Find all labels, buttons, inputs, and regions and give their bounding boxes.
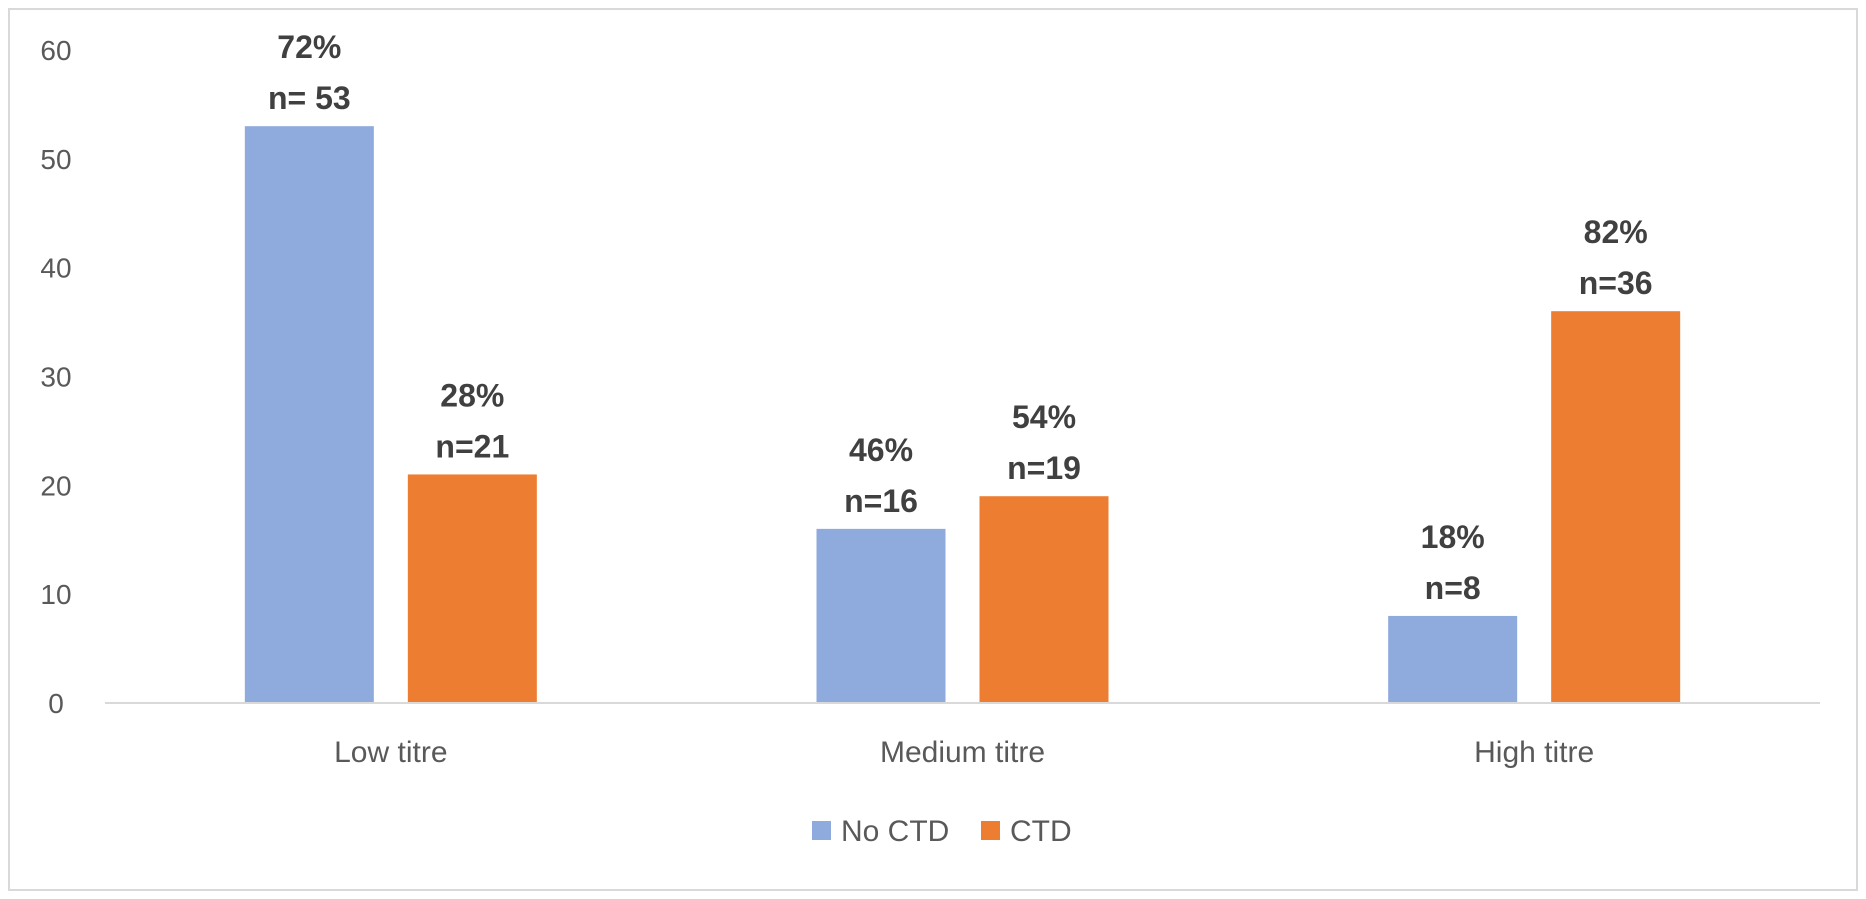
y-tick-label: 50 bbox=[40, 144, 71, 175]
bars bbox=[244, 126, 1681, 703]
data-label-count: n=16 bbox=[844, 483, 918, 519]
bar-ctd bbox=[979, 496, 1109, 703]
data-label-count: n= 53 bbox=[268, 80, 351, 116]
y-tick-label: 60 bbox=[40, 35, 71, 66]
x-category-label: High titre bbox=[1474, 736, 1594, 769]
data-label-percent: 54% bbox=[1012, 399, 1076, 435]
legend: No CTD CTD bbox=[812, 815, 1072, 848]
x-category-label: Low titre bbox=[334, 736, 447, 769]
legend-swatch bbox=[812, 821, 831, 840]
data-label-count: n=8 bbox=[1425, 570, 1481, 606]
y-tick-label: 10 bbox=[40, 579, 71, 610]
y-tick-label: 30 bbox=[40, 362, 71, 393]
bar-no-ctd bbox=[1388, 615, 1518, 703]
data-label-count: n=19 bbox=[1007, 450, 1081, 486]
y-axis: 0 10 20 30 40 50 60 bbox=[40, 35, 71, 719]
data-label-percent: 72% bbox=[277, 29, 341, 65]
legend-label: CTD bbox=[1010, 815, 1072, 848]
data-labels: 72% n= 53 28% n=21 46% n=16 54% n=19 18% n=8 82% n=… bbox=[268, 29, 1653, 606]
y-tick-label: 20 bbox=[40, 470, 71, 501]
data-label-percent: 46% bbox=[849, 432, 913, 468]
data-label-count: n=21 bbox=[435, 428, 509, 464]
bar-ctd bbox=[1551, 311, 1681, 703]
data-label-count: n=36 bbox=[1579, 265, 1653, 301]
data-label-percent: 18% bbox=[1421, 519, 1485, 555]
legend-label: No CTD bbox=[841, 815, 949, 848]
bar-no-ctd bbox=[816, 528, 946, 703]
legend-swatch bbox=[981, 821, 1000, 840]
bar-ctd bbox=[407, 474, 537, 703]
bar-no-ctd bbox=[244, 126, 374, 703]
data-label-percent: 28% bbox=[440, 377, 504, 413]
data-label-percent: 82% bbox=[1584, 214, 1648, 250]
x-category-label: Medium titre bbox=[880, 736, 1045, 769]
y-tick-label: 40 bbox=[40, 253, 71, 284]
x-axis: Low titre Medium titre High titre bbox=[334, 736, 1594, 769]
y-tick-label: 0 bbox=[48, 688, 64, 719]
